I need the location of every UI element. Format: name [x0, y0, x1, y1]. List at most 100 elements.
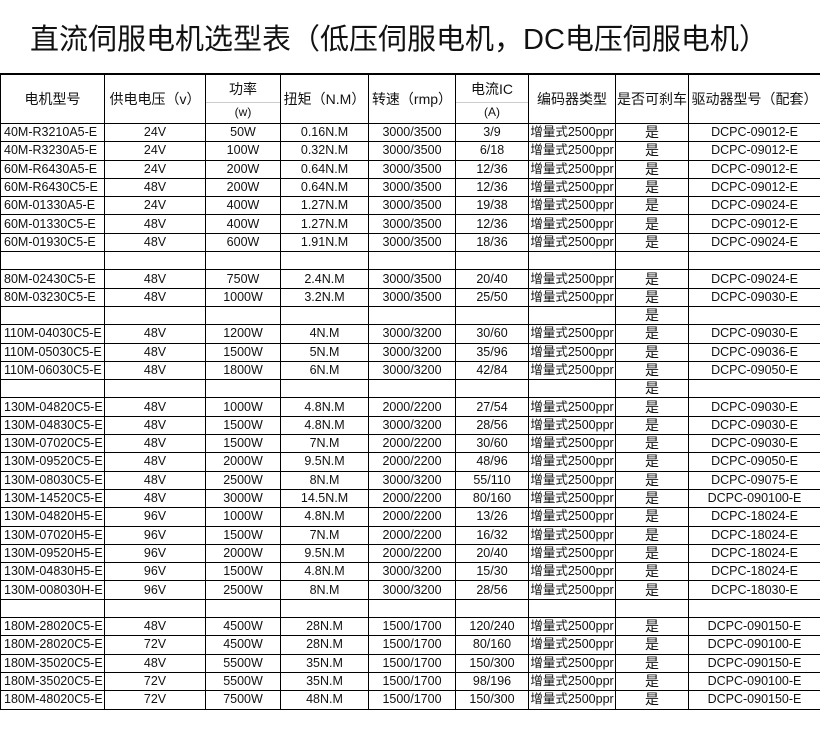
cell-torque: 1.91N.M [280, 232, 369, 253]
cell-current: 35/96 [455, 342, 529, 362]
cell-current: 19/38 [455, 196, 529, 216]
cell-brake: 是 [615, 543, 689, 564]
cell-speed: 2000/2200 [368, 488, 456, 509]
cell-driver [688, 379, 820, 399]
cell-power: 1500W [205, 434, 281, 454]
header-speed: 转速（rmp） [368, 74, 456, 124]
table-row: 60M-01330A5-E 24V 400W 1.27N.M 3000/3500 19/3… [0, 196, 820, 216]
cell-voltage [104, 251, 206, 271]
cell-encoder [528, 251, 616, 271]
header-model: 电机型号 [0, 74, 105, 124]
cell-power: 200W [205, 159, 281, 179]
cell-model: 130M-09520H5-E [0, 543, 105, 564]
cell-brake: 是 [615, 324, 689, 344]
cell-power: 5500W [205, 671, 281, 692]
cell-model [0, 305, 105, 326]
header-current-label: 电流IC [456, 79, 528, 103]
cell-torque [280, 379, 369, 399]
header-torque: 扭矩（N.M） [280, 74, 369, 124]
header-power-label: 功率 [206, 79, 280, 103]
cell-torque: 4N.M [280, 324, 369, 344]
cell-encoder: 增量式2500ppr [528, 196, 616, 216]
cell-encoder: 增量式2500ppr [528, 488, 616, 509]
cell-model: 40M-R3210A5-E [0, 122, 105, 143]
cell-encoder: 增量式2500ppr [528, 690, 616, 710]
cell-model: 130M-07020C5-E [0, 434, 105, 454]
header-row: 电机型号 供电电压（v） 功率 (w) 扭矩（N.M） 转速（rmp） 电流IC (… [0, 74, 820, 124]
table-row: 130M-04820H5-E 96V 1000W 4.8N.M 2000/2200 13/… [0, 507, 820, 527]
cell-voltage: 96V [104, 525, 206, 545]
cell-model: 60M-01330C5-E [0, 214, 105, 234]
cell-power: 200W [205, 177, 281, 198]
cell-speed: 3000/3200 [368, 415, 456, 436]
cell-torque: 4.8N.M [280, 562, 369, 582]
header-power-unit: (w) [234, 105, 252, 119]
cell-voltage: 48V [104, 232, 206, 253]
cell-driver: DCPC-09075-E [688, 470, 820, 490]
table-row: 130M-09520C5-E 48V 2000W 9.5N.M 2000/2200 48/… [0, 452, 820, 472]
cell-power: 7500W [205, 690, 281, 710]
cell-speed: 3000/3200 [368, 470, 456, 490]
cell-driver: DCPC-18030-E [688, 580, 820, 600]
cell-voltage: 96V [104, 580, 206, 600]
page-title: 直流伺服电机选型表（低压伺服电机，DC电压伺服电机） [0, 0, 820, 74]
cell-voltage: 48V [104, 342, 206, 362]
cell-torque: 9.5N.M [280, 543, 369, 564]
cell-torque [280, 305, 369, 326]
table-row: 130M-09520H5-E 96V 2000W 9.5N.M 2000/2200 20/… [0, 543, 820, 564]
cell-speed: 3000/3500 [368, 177, 456, 198]
cell-encoder: 增量式2500ppr [528, 617, 616, 637]
cell-driver: DCPC-09012-E [688, 159, 820, 179]
cell-brake [615, 598, 689, 619]
cell-brake: 是 [615, 507, 689, 527]
cell-driver: DCPC-18024-E [688, 507, 820, 527]
cell-model: 130M-09520C5-E [0, 452, 105, 472]
cell-brake: 是 [615, 379, 689, 399]
cell-speed: 3000/3200 [368, 324, 456, 344]
cell-voltage: 96V [104, 562, 206, 582]
cell-power: 2500W [205, 580, 281, 600]
cell-power [205, 305, 281, 326]
cell-power [205, 598, 281, 619]
cell-power: 4500W [205, 617, 281, 637]
cell-current: 27/54 [455, 397, 529, 417]
cell-speed: 3000/3500 [368, 287, 456, 307]
cell-driver: DCPC-09012-E [688, 177, 820, 198]
motor-selection-table: 电机型号 供电电压（v） 功率 (w) 扭矩（N.M） 转速（rmp） 电流IC (… [0, 74, 820, 710]
cell-voltage [104, 305, 206, 326]
cell-brake: 是 [615, 287, 689, 307]
table-row: 130M-14520C5-E 48V 3000W 14.5N.M 2000/2200 80… [0, 488, 820, 509]
header-voltage: 供电电压（v） [104, 74, 206, 124]
cell-torque: 1.27N.M [280, 196, 369, 216]
cell-voltage: 48V [104, 269, 206, 289]
cell-driver: DCPC-090100-E [688, 671, 820, 692]
cell-torque: 0.64N.M [280, 159, 369, 179]
cell-driver [688, 305, 820, 326]
cell-model: 180M-28020C5-E [0, 635, 105, 655]
cell-torque: 28N.M [280, 617, 369, 637]
cell-current: 30/60 [455, 434, 529, 454]
cell-torque: 7N.M [280, 525, 369, 545]
cell-encoder: 增量式2500ppr [528, 543, 616, 564]
cell-model: 130M-04820C5-E [0, 397, 105, 417]
cell-encoder: 增量式2500ppr [528, 342, 616, 362]
cell-power: 5500W [205, 653, 281, 673]
cell-speed: 3000/3500 [368, 232, 456, 253]
cell-voltage: 48V [104, 287, 206, 307]
cell-current: 15/30 [455, 562, 529, 582]
cell-model [0, 379, 105, 399]
cell-power: 1200W [205, 324, 281, 344]
cell-current: 6/18 [455, 141, 529, 161]
header-encoder: 编码器类型 [528, 74, 616, 124]
cell-voltage: 24V [104, 141, 206, 161]
cell-voltage: 96V [104, 507, 206, 527]
cell-current: 20/40 [455, 543, 529, 564]
cell-encoder: 增量式2500ppr [528, 397, 616, 417]
cell-current: 150/300 [455, 653, 529, 673]
cell-voltage: 48V [104, 397, 206, 417]
cell-speed: 3000/3500 [368, 196, 456, 216]
cell-torque: 2.4N.M [280, 269, 369, 289]
cell-power: 2000W [205, 452, 281, 472]
cell-driver: DCPC-09030-E [688, 397, 820, 417]
cell-model: 180M-28020C5-E [0, 617, 105, 637]
